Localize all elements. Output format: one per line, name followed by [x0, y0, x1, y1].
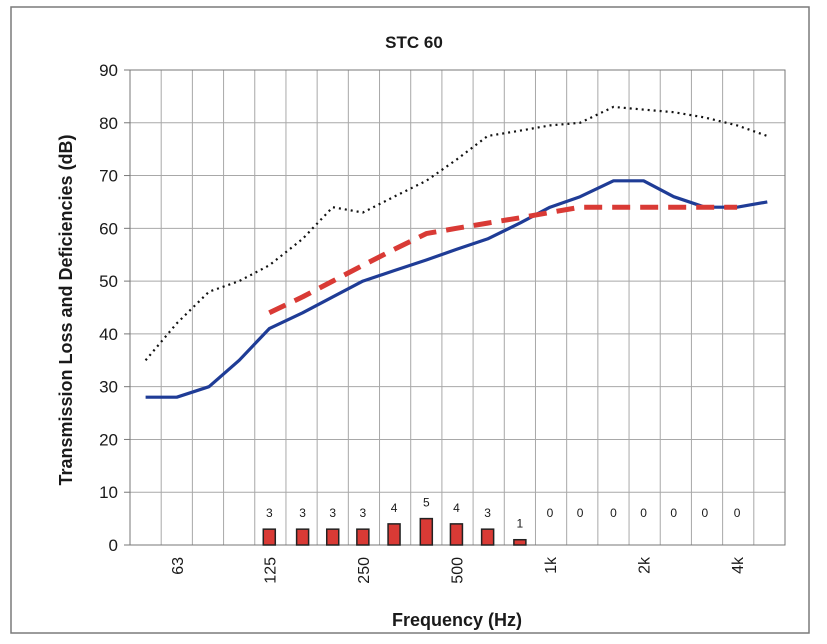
chart-border: [10, 6, 810, 634]
deficiency-bar: [513, 538, 527, 546]
chart-title: STC 60: [385, 33, 443, 52]
deficiency-bar: [295, 528, 310, 546]
series-line-reference-contour: [268, 204, 738, 316]
y-tick-label: 40: [99, 325, 118, 344]
deficiency-label: 0: [640, 506, 647, 520]
y-tick-label: 80: [99, 114, 118, 133]
deficiency-bar: [387, 523, 401, 546]
deficiency-bar: [480, 528, 495, 546]
deficiency-label: 0: [702, 506, 709, 520]
deficiency-label: 4: [391, 501, 398, 515]
deficiency-label: 0: [577, 506, 584, 520]
y-tick-label: 70: [99, 167, 118, 186]
deficiency-label: 3: [484, 506, 491, 520]
deficiency-label: 0: [670, 506, 677, 520]
y-tick-label: 50: [99, 272, 118, 291]
y-axis-label: Transmission Loss and Deficiencies (dB): [56, 134, 76, 485]
y-tick-label: 30: [99, 378, 118, 397]
deficiency-label: 3: [266, 506, 273, 520]
deficiency-label: 5: [423, 496, 430, 510]
y-tick-label: 0: [109, 536, 118, 555]
deficiency-label: 0: [734, 506, 741, 520]
y-tick-label: 90: [99, 61, 118, 80]
deficiency-label: 3: [360, 506, 367, 520]
deficiency-label: 1: [517, 517, 524, 531]
deficiency-bar: [356, 528, 370, 546]
series-line-measured: [145, 179, 768, 399]
y-tick-label: 20: [99, 430, 118, 449]
x-tick-label: 2k: [637, 556, 654, 574]
series-lines: [144, 105, 768, 399]
deficiency-bar: [449, 523, 464, 546]
deficiency-label: 4: [453, 501, 460, 515]
deficiency-label: 0: [547, 506, 554, 520]
x-tick-label: 4k: [730, 556, 747, 574]
deficiency-bar: [262, 528, 277, 546]
data-labels: 3 3 3 3 4 5 4 3 1 0 0 0 0 0 0 0: [266, 496, 741, 531]
x-tick-label: 63: [170, 557, 187, 575]
x-tick-label: 500: [449, 557, 466, 584]
x-tick-label: 250: [356, 557, 373, 584]
deficiency-label: 0: [610, 506, 617, 520]
y-tick-label: 10: [99, 483, 118, 502]
series-line-upper-dotted: [144, 105, 768, 362]
y-tick-label: 60: [99, 219, 118, 238]
deficiency-bar: [419, 517, 434, 546]
deficiency-label: 3: [329, 506, 336, 520]
grid: [130, 70, 785, 545]
x-tick-label: 1k: [543, 556, 560, 574]
x-tick-label: 125: [262, 557, 279, 584]
deficiency-bar: [325, 528, 340, 546]
x-axis-label: Frequency (Hz): [392, 610, 522, 630]
deficiency-bars: [262, 517, 527, 546]
deficiency-label: 3: [299, 506, 306, 520]
